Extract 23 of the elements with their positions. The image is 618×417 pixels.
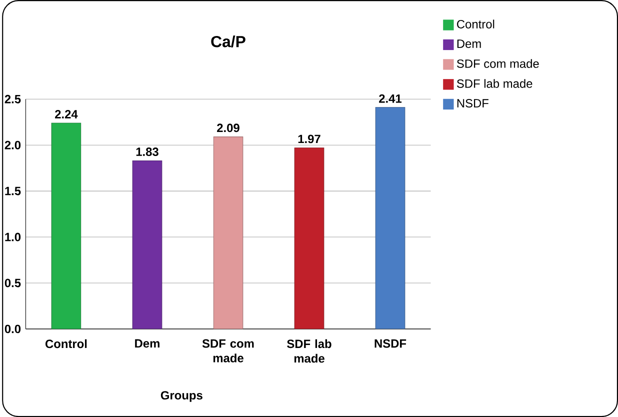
- legend-label: SDF lab made: [456, 79, 532, 88]
- x-tick-label: Control: [45, 339, 87, 348]
- x-tick-label: NSDF: [374, 339, 406, 348]
- y-tick-label: 1.0: [5, 232, 21, 242]
- legend-label: Dem: [457, 40, 481, 48]
- y-tick-label: 1.5: [5, 186, 21, 196]
- y-tick-label: 0.0: [4, 324, 21, 334]
- data-label: 2.41: [379, 94, 402, 103]
- y-tick-label: 2.5: [4, 94, 21, 104]
- x-tick-label: Dem: [135, 339, 160, 348]
- y-tick-label: 0.5: [4, 278, 21, 288]
- chart-title: Ca/P: [211, 36, 246, 48]
- x-axis-title: Groups: [160, 391, 202, 402]
- data-label: 1.97: [298, 134, 320, 144]
- y-tick-label: 2.0: [4, 140, 21, 150]
- x-tick-label: SDF lab made: [287, 339, 332, 363]
- legend-label: Control: [457, 20, 494, 28]
- data-label: 1.83: [136, 148, 158, 156]
- legend-label: SDF com made: [456, 59, 539, 68]
- data-label: 2.24: [55, 110, 78, 118]
- data-label: 2.09: [217, 124, 240, 132]
- legend-label: NSDF: [457, 99, 488, 108]
- x-tick-label: SDF com made: [202, 339, 254, 362]
